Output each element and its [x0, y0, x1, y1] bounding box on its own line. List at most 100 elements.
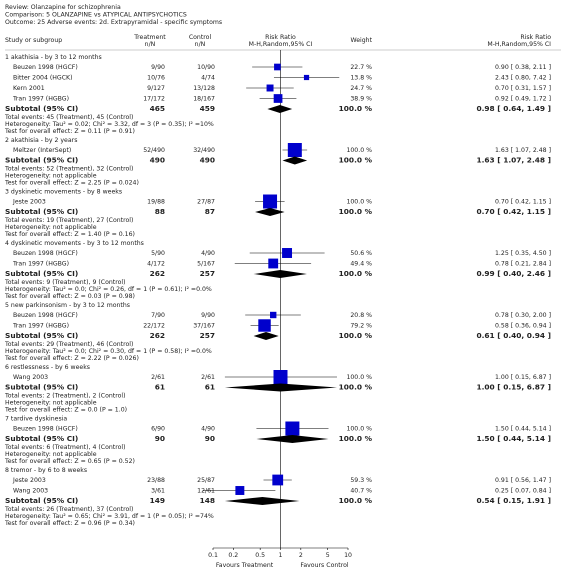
subtotal-note: Heterogeneity: Tau² = 0.0; Chi² = 0.30, …: [5, 348, 212, 355]
subtotal-diamond: [253, 332, 279, 340]
subtotal-label: Subtotal (95% CI): [5, 434, 78, 443]
subtotal-control: 490: [200, 156, 215, 165]
study-name: Meltzer (InterSept): [13, 147, 71, 154]
effect-box: [268, 258, 279, 269]
effect-box: [258, 319, 271, 332]
subtotal-treatment: 262: [150, 331, 165, 340]
subtotal-note: Total events: 45 (Treatment), 45 (Contro…: [4, 114, 133, 121]
ci-label: 0.70 [ 0.31, 1.57 ]: [495, 85, 551, 92]
ci-label: 0.92 [ 0.49, 1.72 ]: [495, 96, 551, 103]
subtotal-control: 148: [200, 496, 215, 505]
study-name: Kern 2001: [13, 85, 45, 92]
ci-label: 1.63 [ 1.07, 2.48 ]: [495, 147, 551, 154]
treatment: 19/88: [147, 199, 165, 206]
study-name: Jeste 2003: [12, 477, 46, 484]
x-tick-label: 1: [279, 552, 283, 559]
x-tick-label: 0.1: [208, 552, 218, 559]
subtotal-label: Subtotal (95% CI): [5, 496, 78, 505]
study-name: Tran 1997 (HGBG): [12, 261, 69, 268]
subtotal-note: Total events: 19 (Treatment), 27 (Contro…: [4, 217, 133, 224]
control: 4/90: [201, 426, 215, 433]
col-header: Weight: [350, 37, 372, 44]
subtotal-control: 90: [205, 434, 215, 443]
treatment: 23/88: [147, 477, 165, 484]
study-name: Wang 2003: [13, 374, 48, 381]
subtotal-weight: 100.0 %: [339, 156, 373, 165]
subtotal-diamond: [255, 208, 285, 216]
effect-box: [287, 143, 302, 157]
group-title: 1 akathisia - by 3 to 12 months: [5, 54, 102, 61]
effect-box: [273, 370, 288, 384]
control: 27/87: [197, 199, 215, 206]
weight: 40.7 %: [350, 488, 372, 495]
x-tick-label: 5: [326, 552, 330, 559]
study-name: Beuzen 1998 (HGCF): [13, 64, 78, 71]
subtotal-label: Subtotal (95% CI): [5, 104, 78, 113]
effect-box: [266, 84, 274, 92]
x-label-left: Favours Treatment: [216, 562, 274, 569]
effect-box: [274, 63, 281, 71]
subtotal-diamond: [224, 383, 337, 392]
subtotal-weight: 100.0 %: [339, 207, 373, 216]
subtotal-label: Subtotal (95% CI): [5, 269, 78, 278]
treatment: 3/61: [151, 488, 165, 495]
subtotal-ci: 1.50 [ 0.44, 5.14 ]: [476, 434, 551, 443]
treatment: 17/172: [143, 96, 165, 103]
subtotal-note: Heterogeneity: Tau² = 0.0; Chi² = 0.26, …: [5, 286, 212, 293]
subtotal-note: Total events: 9 (Treatment), 9 (Control): [4, 279, 126, 286]
header-line: Outcome: 25 Adverse events: 2d. Extrapyr…: [5, 19, 222, 26]
x-tick-label: 0.5: [255, 552, 265, 559]
study-name: Beuzen 1998 (HGCF): [13, 312, 78, 319]
weight: 59.3 %: [350, 477, 372, 484]
subtotal-ci: 1.00 [ 0.15, 6.87 ]: [476, 383, 551, 392]
effect-box: [263, 194, 278, 209]
x-tick-label: 2: [299, 552, 303, 559]
weight: 20.8 %: [350, 312, 372, 319]
subtotal-note: Heterogeneity: Tau² = 0.02; Chi² = 3.32,…: [5, 121, 214, 128]
study-name: Tran 1997 (HGBG): [12, 323, 69, 330]
header-line: Comparison: 5 OLANZAPINE vs ATYPICAL ANT…: [5, 12, 187, 19]
subtotal-diamond: [253, 270, 307, 278]
subtotal-label: Subtotal (95% CI): [5, 156, 78, 165]
col-header: M-H,Random,95% CI: [487, 41, 551, 48]
subtotal-note: Heterogeneity: not applicable: [5, 224, 97, 231]
control: 25/87: [197, 477, 215, 484]
weight: 100.0 %: [346, 426, 372, 433]
control: 4/90: [201, 250, 215, 257]
subtotal-treatment: 465: [150, 104, 165, 113]
subtotal-note: Test for overall effect: Z = 0.11 (P = 0…: [4, 128, 135, 135]
subtotal-weight: 100.0 %: [339, 383, 373, 392]
group-title: 5 new parkinsonism - by 3 to 12 months: [5, 302, 130, 309]
treatment: 2/61: [151, 374, 165, 381]
x-tick-label: 0.2: [228, 552, 238, 559]
control: 2/61: [201, 374, 215, 381]
subtotal-treatment: 90: [155, 434, 165, 443]
subtotal-ci: 0.70 [ 0.42, 1.15 ]: [476, 207, 551, 216]
subtotal-note: Total events: 29 (Treatment), 46 (Contro…: [4, 341, 133, 348]
subtotal-diamond: [282, 156, 308, 165]
subtotal-control: 257: [200, 269, 215, 278]
treatment: 9/90: [151, 64, 165, 71]
subtotal-note: Total events: 6 (Treatment), 4 (Control): [4, 444, 126, 451]
header-line: Review: Olanzapine for schizophrenia: [5, 4, 121, 11]
ci-label: 1.50 [ 0.44, 5.14 ]: [495, 426, 551, 433]
subtotal-treatment: 262: [150, 269, 165, 278]
weight: 49.4 %: [350, 261, 372, 268]
weight: 24.7 %: [350, 85, 372, 92]
effect-box: [272, 474, 284, 486]
x-label-right: Favours Control: [300, 562, 349, 569]
subtotal-treatment: 61: [155, 383, 165, 392]
effect-box: [270, 311, 277, 319]
subtotal-control: 61: [205, 383, 215, 392]
control: 13/128: [193, 85, 215, 92]
ci-label: 0.70 [ 0.42, 1.15 ]: [495, 199, 551, 206]
col-header: Risk Ratio: [520, 34, 551, 41]
study-name: Jeste 2003: [12, 199, 46, 206]
effect-box: [282, 248, 293, 258]
ci-label: 1.00 [ 0.15, 6.87 ]: [495, 374, 551, 381]
effect-box: [235, 486, 245, 495]
subtotal-note: Test for overall effect: Z = 2.25 (P = 0…: [4, 180, 139, 187]
subtotal-ci: 1.63 [ 1.07, 2.48 ]: [476, 156, 551, 165]
treatment: 4/172: [147, 261, 165, 268]
weight: 50.6 %: [350, 250, 372, 257]
